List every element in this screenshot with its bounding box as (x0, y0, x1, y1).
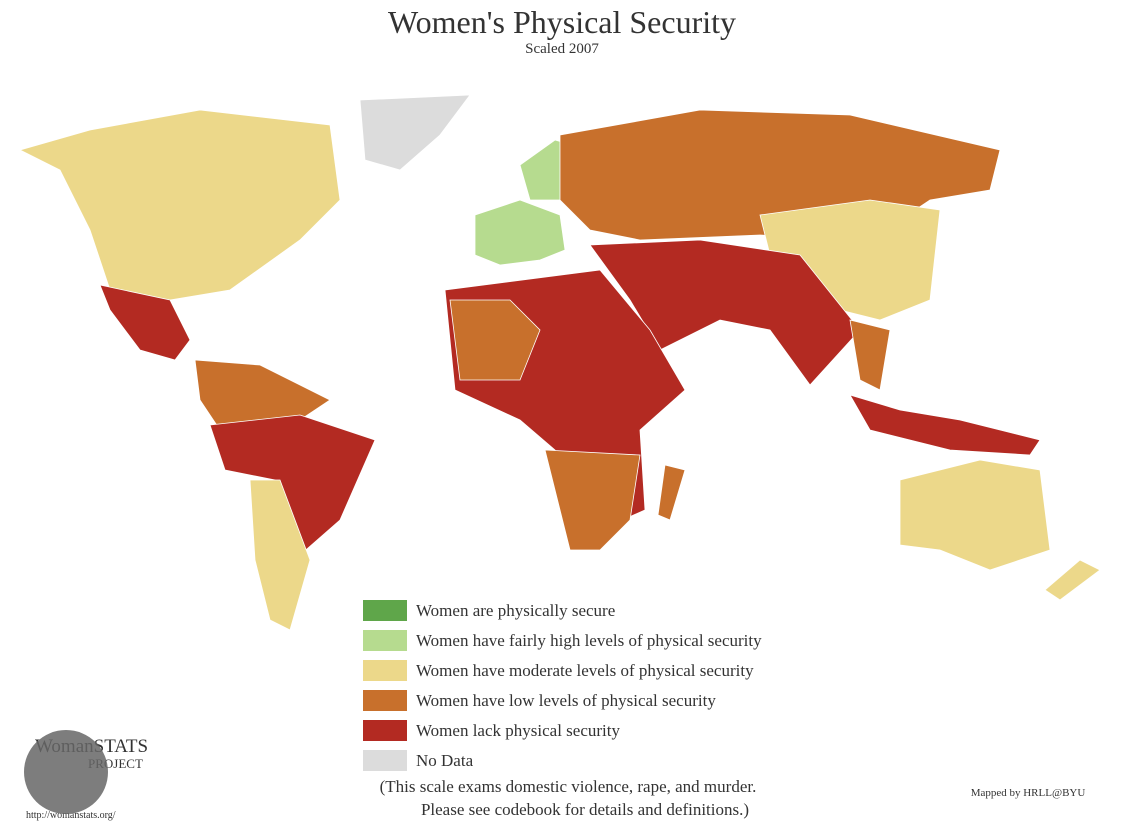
southern-africa (544, 449, 641, 551)
credit: Mapped by HRLL@BYU (971, 787, 1086, 799)
legend-label: Women have low levels of physical securi… (416, 691, 716, 710)
greenland (359, 94, 471, 171)
madagascar (657, 464, 686, 521)
legend-label: Women lack physical security (416, 721, 620, 740)
new-zealand (1044, 559, 1101, 601)
legend-label: Women are physically secure (416, 601, 615, 620)
north-america (18, 109, 341, 301)
australia (899, 459, 1051, 571)
indonesia (849, 394, 1041, 456)
subtitle: Scaled 2007 (525, 41, 599, 57)
legend-swatch (363, 600, 407, 621)
legend-swatch (363, 630, 407, 651)
legend: Women are physically secure Women have fa… (363, 600, 762, 771)
legend-swatch (363, 660, 407, 681)
note-line: Please see codebook for details and defi… (421, 800, 749, 819)
legend-swatch (363, 750, 407, 771)
legend-label: Women have fairly high levels of physica… (416, 631, 762, 650)
title: Women's Physical Security (388, 4, 736, 40)
central-america (99, 284, 191, 361)
legend-label: No Data (416, 751, 474, 770)
southeast-asia (849, 319, 891, 391)
southern-cone (249, 479, 311, 631)
legend-swatch (363, 720, 407, 741)
world-map (18, 94, 1101, 631)
europe (474, 199, 566, 266)
logo-url: http://womanstats.org/ (26, 810, 116, 821)
west-africa (449, 299, 541, 381)
note-line: (This scale exams domestic violence, rap… (380, 777, 757, 796)
legend-label: Women have moderate levels of physical s… (416, 661, 754, 680)
brazil (209, 414, 376, 556)
legend-swatch (363, 690, 407, 711)
lens-button[interactable] (24, 730, 108, 814)
